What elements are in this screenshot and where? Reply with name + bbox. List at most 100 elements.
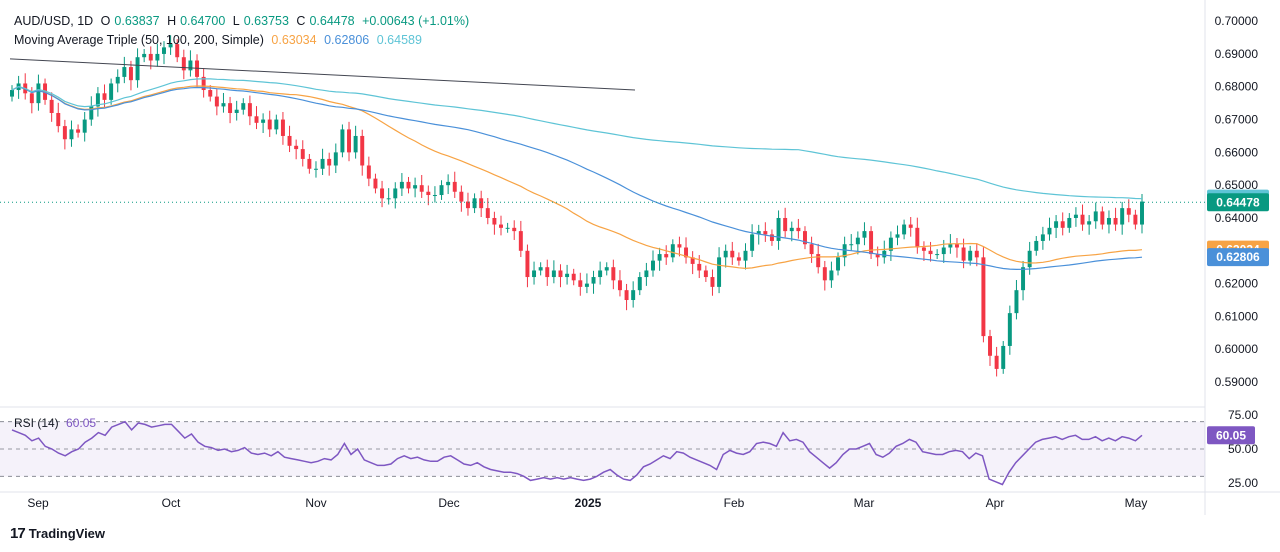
close-value: 0.64478 [309, 14, 355, 28]
time-axis-label: Mar [854, 496, 875, 510]
candle-body [809, 244, 814, 255]
price-tag [1207, 193, 1269, 212]
candle-body [373, 178, 378, 189]
candle-body [842, 244, 847, 258]
low-label: L [232, 14, 240, 28]
price-tick-label: 0.68000 [1215, 80, 1259, 94]
candle-body [459, 191, 464, 202]
candle-body [902, 224, 907, 235]
candle-body [518, 231, 523, 251]
candle-body [1133, 214, 1138, 225]
candle-body [948, 244, 953, 248]
candle-body [155, 53, 160, 61]
candle-body [234, 109, 239, 113]
candle-body [776, 217, 781, 241]
candle-body [320, 158, 325, 169]
candle-body [426, 191, 431, 196]
candle-body [684, 247, 689, 258]
candle-body [736, 257, 741, 261]
ma-legend: Moving Average Triple (50, 100, 200, Sim… [14, 33, 426, 47]
candle-body [399, 181, 404, 189]
candle-body [882, 250, 887, 258]
candle-body [1014, 290, 1019, 314]
candle-body [465, 201, 470, 209]
candle-body [499, 224, 503, 228]
candle-body [472, 198, 477, 209]
time-axis-label: Oct [162, 496, 181, 510]
price-tick-label: 0.69000 [1215, 47, 1259, 61]
candle-body [413, 185, 418, 189]
candle-body [723, 250, 728, 258]
candle-body [1100, 211, 1105, 225]
candle-body [690, 257, 695, 264]
rsi-tick-label: 75.00 [1228, 408, 1258, 422]
time-axis-label: Dec [438, 496, 459, 510]
candle-body [175, 44, 180, 58]
candle-body [1087, 221, 1092, 225]
candle-body [783, 217, 788, 232]
candle-body [82, 119, 87, 133]
candle-body [855, 237, 860, 245]
candle-body [109, 83, 114, 100]
candle-body [406, 181, 411, 189]
rsi-legend-value: 60.05 [66, 416, 97, 430]
ma200-line [11, 78, 1143, 200]
candle-body [1040, 234, 1045, 241]
price-tick-label: 0.65000 [1215, 178, 1259, 192]
candle-body [670, 244, 675, 258]
candle-body [492, 217, 497, 225]
candle-body [836, 257, 841, 271]
candle-body [353, 135, 358, 153]
candle-body [366, 165, 371, 179]
candle-body [1140, 201, 1144, 225]
candle-body [538, 267, 543, 271]
time-axis-label: Apr [986, 496, 1005, 510]
candle-body [1054, 221, 1059, 228]
rsi-tick-label: 50.00 [1228, 442, 1258, 456]
change-value: +0.00643 (+1.01%) [362, 14, 470, 28]
candle-body [168, 44, 173, 48]
candle-body [446, 181, 451, 186]
candle-body [915, 227, 920, 248]
tradingview-logo[interactable]: 17 TradingView [10, 525, 105, 542]
ma50-value: 0.63034 [271, 33, 317, 47]
candle-body [565, 273, 570, 278]
candle-body [756, 231, 761, 235]
candle-body [1080, 214, 1085, 225]
candle-body [479, 198, 484, 209]
candle-body [62, 126, 67, 140]
candle-body [869, 231, 874, 255]
candle-body [829, 270, 834, 281]
candle-body [505, 227, 510, 229]
price-tick-label: 0.61000 [1215, 309, 1259, 323]
candle-body [294, 145, 299, 150]
ma200-value: 0.64589 [376, 33, 422, 47]
candle-body [393, 188, 398, 199]
candle-body [1106, 217, 1111, 225]
candle-body [241, 103, 246, 110]
candle-body [571, 273, 576, 281]
candle-body [148, 53, 153, 61]
price-tick-label: 0.67000 [1215, 113, 1259, 127]
candle-body [274, 119, 279, 130]
candle-body [1001, 345, 1006, 369]
price-tick-label: 0.70000 [1215, 14, 1259, 28]
candle-body [875, 254, 880, 258]
candle-body [49, 99, 54, 113]
candle-body [280, 119, 285, 136]
candle-body [974, 250, 979, 258]
symbol-legend: AUD/USD, 1D O 0.63837 H 0.64700 L 0.63753 C… [14, 14, 473, 28]
candle-body [228, 103, 233, 113]
candle-body [188, 60, 193, 71]
candle-body [1120, 208, 1125, 225]
symbol-name: AUD/USD, 1D [14, 14, 94, 28]
high-label: H [167, 14, 177, 28]
candle-body [452, 181, 457, 192]
candle-body [1027, 250, 1032, 268]
candle-body [214, 96, 219, 107]
candle-body [769, 234, 774, 241]
rsi-value-tag-label: 60.05 [1216, 428, 1246, 442]
candle-body [89, 106, 94, 120]
candle-body [333, 152, 338, 166]
